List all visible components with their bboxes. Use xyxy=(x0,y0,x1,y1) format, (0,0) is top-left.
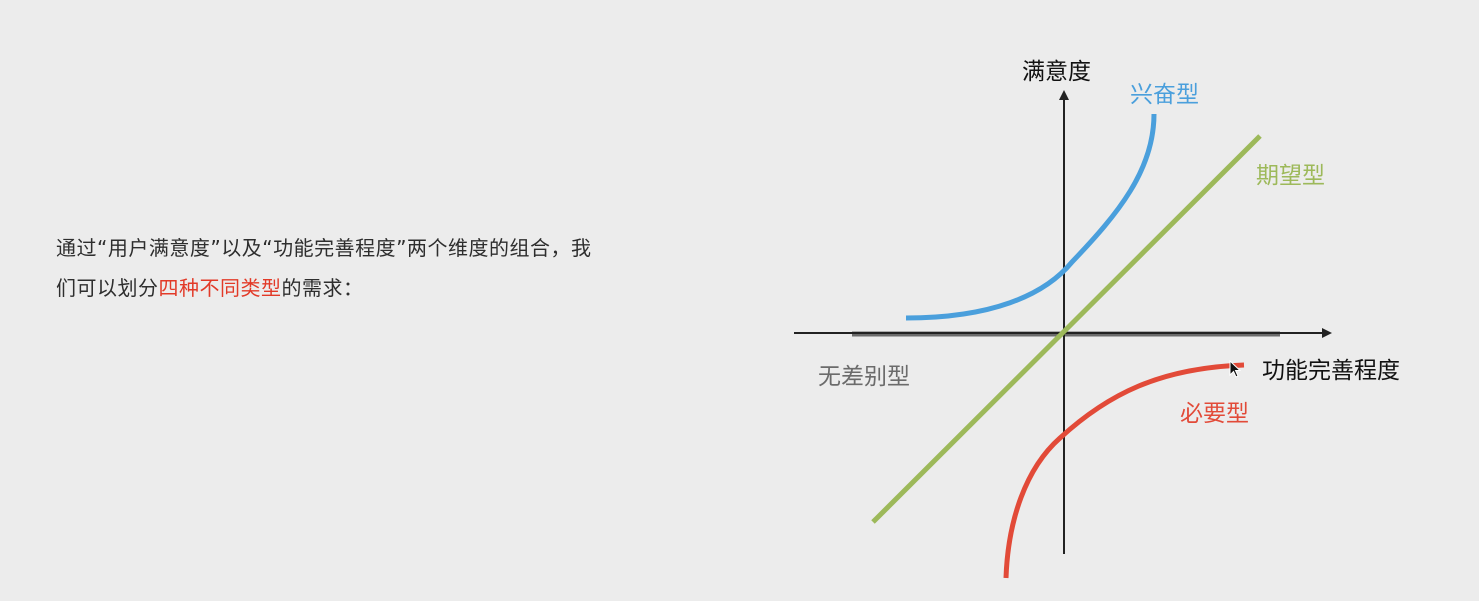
must-be-label: 必要型 xyxy=(1180,401,1249,427)
intro-line-2-prefix: 们可以划分 xyxy=(56,276,159,300)
intro-line-1: 通过“用户满意度”以及“功能完善程度”两个维度的组合，我 xyxy=(56,236,592,260)
mouse-cursor-icon xyxy=(1229,360,1241,378)
excitement-curve xyxy=(905,113,1157,321)
performance-label: 期望型 xyxy=(1256,163,1325,189)
y-axis-label: 满意度 xyxy=(1022,59,1091,85)
must-be-curve xyxy=(1003,362,1245,579)
indifferent-label: 无差别型 xyxy=(818,364,910,390)
x-axis-label: 功能完善程度 xyxy=(1262,358,1400,384)
intro-line-2-suffix: 的需求： xyxy=(281,276,364,300)
intro-text: 通过“用户满意度”以及“功能完善程度”两个维度的组合，我 们可以划分四种不同类型… xyxy=(56,228,726,308)
performance-line xyxy=(871,134,1262,524)
intro-highlight: 四种不同类型 xyxy=(158,276,282,300)
excitement-label: 兴奋型 xyxy=(1130,82,1199,108)
intro-line-2: 们可以划分四种不同类型的需求： xyxy=(56,268,726,308)
